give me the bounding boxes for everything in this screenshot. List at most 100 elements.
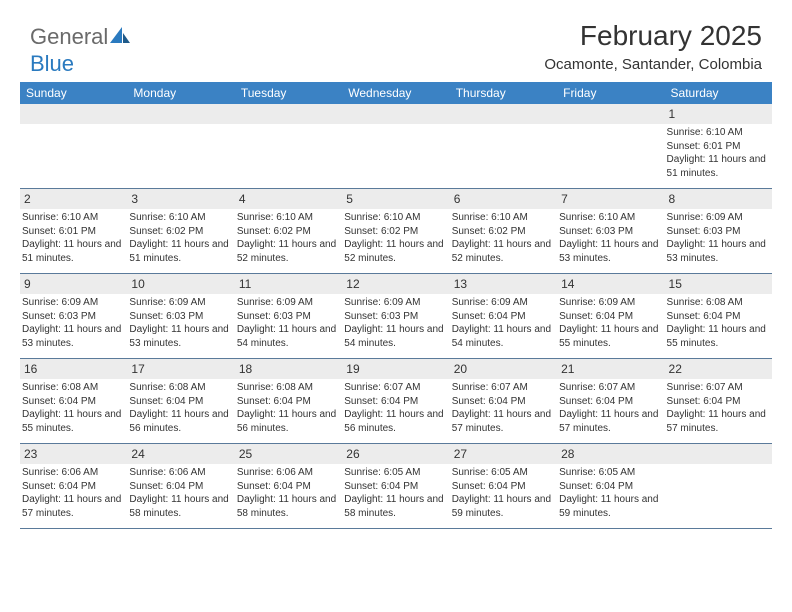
- daylight-text: Daylight: 11 hours and 57 minutes.: [559, 408, 660, 435]
- day-number: [557, 104, 664, 124]
- sunset-text: Sunset: 6:04 PM: [344, 395, 445, 409]
- sunrise-text: Sunrise: 6:05 AM: [559, 466, 660, 480]
- sunrise-text: Sunrise: 6:08 AM: [667, 296, 768, 310]
- sunset-text: Sunset: 6:04 PM: [344, 480, 445, 494]
- day-number: 18: [235, 359, 342, 379]
- month-title: February 2025: [544, 20, 762, 52]
- day-body: Sunrise: 6:09 AMSunset: 6:04 PMDaylight:…: [450, 294, 557, 356]
- day-cell: 8Sunrise: 6:09 AMSunset: 6:03 PMDaylight…: [665, 189, 772, 273]
- daylight-text: Daylight: 11 hours and 56 minutes.: [129, 408, 230, 435]
- sunset-text: Sunset: 6:01 PM: [667, 140, 768, 154]
- sunset-text: Sunset: 6:02 PM: [344, 225, 445, 239]
- day-body: Sunrise: 6:10 AMSunset: 6:01 PMDaylight:…: [20, 209, 127, 271]
- day-body: Sunrise: 6:09 AMSunset: 6:03 PMDaylight:…: [342, 294, 449, 356]
- day-cell: [127, 104, 234, 188]
- day-cell: 24Sunrise: 6:06 AMSunset: 6:04 PMDayligh…: [127, 444, 234, 528]
- day-cell: [342, 104, 449, 188]
- day-cell: [665, 444, 772, 528]
- week-row: 9Sunrise: 6:09 AMSunset: 6:03 PMDaylight…: [20, 274, 772, 359]
- day-cell: 7Sunrise: 6:10 AMSunset: 6:03 PMDaylight…: [557, 189, 664, 273]
- day-body: Sunrise: 6:08 AMSunset: 6:04 PMDaylight:…: [20, 379, 127, 441]
- day-number: 20: [450, 359, 557, 379]
- day-number: 26: [342, 444, 449, 464]
- day-number: 13: [450, 274, 557, 294]
- day-number: 2: [20, 189, 127, 209]
- day-body: Sunrise: 6:10 AMSunset: 6:03 PMDaylight:…: [557, 209, 664, 271]
- day-body: Sunrise: 6:10 AMSunset: 6:02 PMDaylight:…: [450, 209, 557, 271]
- day-number: [665, 444, 772, 464]
- calendar-grid: Sunday Monday Tuesday Wednesday Thursday…: [20, 82, 772, 529]
- daylight-text: Daylight: 11 hours and 56 minutes.: [344, 408, 445, 435]
- week-row: 1Sunrise: 6:10 AMSunset: 6:01 PMDaylight…: [20, 104, 772, 189]
- day-body: Sunrise: 6:10 AMSunset: 6:02 PMDaylight:…: [127, 209, 234, 271]
- day-body: Sunrise: 6:07 AMSunset: 6:04 PMDaylight:…: [665, 379, 772, 441]
- day-body: Sunrise: 6:05 AMSunset: 6:04 PMDaylight:…: [557, 464, 664, 526]
- sunrise-text: Sunrise: 6:05 AM: [452, 466, 553, 480]
- daylight-text: Daylight: 11 hours and 59 minutes.: [559, 493, 660, 520]
- sunset-text: Sunset: 6:02 PM: [237, 225, 338, 239]
- day-cell: 25Sunrise: 6:06 AMSunset: 6:04 PMDayligh…: [235, 444, 342, 528]
- daylight-text: Daylight: 11 hours and 54 minutes.: [344, 323, 445, 350]
- day-body: [665, 464, 772, 472]
- daylight-text: Daylight: 11 hours and 58 minutes.: [237, 493, 338, 520]
- logo-sail-icon: [110, 25, 130, 51]
- day-cell: 5Sunrise: 6:10 AMSunset: 6:02 PMDaylight…: [342, 189, 449, 273]
- day-body: Sunrise: 6:08 AMSunset: 6:04 PMDaylight:…: [235, 379, 342, 441]
- day-cell: 21Sunrise: 6:07 AMSunset: 6:04 PMDayligh…: [557, 359, 664, 443]
- day-body: Sunrise: 6:08 AMSunset: 6:04 PMDaylight:…: [665, 294, 772, 356]
- sunset-text: Sunset: 6:03 PM: [559, 225, 660, 239]
- day-number: 25: [235, 444, 342, 464]
- day-cell: 14Sunrise: 6:09 AMSunset: 6:04 PMDayligh…: [557, 274, 664, 358]
- weekday-header: Sunday: [20, 82, 127, 104]
- day-body: [450, 124, 557, 132]
- day-cell: 9Sunrise: 6:09 AMSunset: 6:03 PMDaylight…: [20, 274, 127, 358]
- sunrise-text: Sunrise: 6:08 AM: [237, 381, 338, 395]
- sunset-text: Sunset: 6:04 PM: [22, 395, 123, 409]
- day-cell: 4Sunrise: 6:10 AMSunset: 6:02 PMDaylight…: [235, 189, 342, 273]
- day-cell: 13Sunrise: 6:09 AMSunset: 6:04 PMDayligh…: [450, 274, 557, 358]
- week-row: 2Sunrise: 6:10 AMSunset: 6:01 PMDaylight…: [20, 189, 772, 274]
- day-body: Sunrise: 6:09 AMSunset: 6:04 PMDaylight:…: [557, 294, 664, 356]
- day-body: Sunrise: 6:09 AMSunset: 6:03 PMDaylight:…: [20, 294, 127, 356]
- daylight-text: Daylight: 11 hours and 55 minutes.: [559, 323, 660, 350]
- day-number: [235, 104, 342, 124]
- day-cell: 20Sunrise: 6:07 AMSunset: 6:04 PMDayligh…: [450, 359, 557, 443]
- sunset-text: Sunset: 6:03 PM: [22, 310, 123, 324]
- day-body: [557, 124, 664, 132]
- sunset-text: Sunset: 6:04 PM: [667, 395, 768, 409]
- day-number: [342, 104, 449, 124]
- daylight-text: Daylight: 11 hours and 52 minutes.: [452, 238, 553, 265]
- day-body: [235, 124, 342, 132]
- daylight-text: Daylight: 11 hours and 54 minutes.: [237, 323, 338, 350]
- day-cell: [20, 104, 127, 188]
- sunset-text: Sunset: 6:04 PM: [559, 310, 660, 324]
- day-cell: 10Sunrise: 6:09 AMSunset: 6:03 PMDayligh…: [127, 274, 234, 358]
- day-number: [127, 104, 234, 124]
- sunrise-text: Sunrise: 6:09 AM: [22, 296, 123, 310]
- day-cell: 19Sunrise: 6:07 AMSunset: 6:04 PMDayligh…: [342, 359, 449, 443]
- day-body: Sunrise: 6:09 AMSunset: 6:03 PMDaylight:…: [235, 294, 342, 356]
- day-body: Sunrise: 6:09 AMSunset: 6:03 PMDaylight:…: [127, 294, 234, 356]
- daylight-text: Daylight: 11 hours and 51 minutes.: [667, 153, 768, 180]
- sunset-text: Sunset: 6:04 PM: [22, 480, 123, 494]
- sunrise-text: Sunrise: 6:09 AM: [667, 211, 768, 225]
- sunset-text: Sunset: 6:04 PM: [452, 395, 553, 409]
- sunrise-text: Sunrise: 6:09 AM: [237, 296, 338, 310]
- sunset-text: Sunset: 6:04 PM: [237, 395, 338, 409]
- sunset-text: Sunset: 6:04 PM: [452, 480, 553, 494]
- daylight-text: Daylight: 11 hours and 53 minutes.: [667, 238, 768, 265]
- weekday-header: Monday: [127, 82, 234, 104]
- day-cell: 26Sunrise: 6:05 AMSunset: 6:04 PMDayligh…: [342, 444, 449, 528]
- day-body: Sunrise: 6:06 AMSunset: 6:04 PMDaylight:…: [127, 464, 234, 526]
- sunset-text: Sunset: 6:04 PM: [129, 395, 230, 409]
- day-number: 28: [557, 444, 664, 464]
- daylight-text: Daylight: 11 hours and 52 minutes.: [344, 238, 445, 265]
- daylight-text: Daylight: 11 hours and 54 minutes.: [452, 323, 553, 350]
- sunrise-text: Sunrise: 6:10 AM: [22, 211, 123, 225]
- sunrise-text: Sunrise: 6:07 AM: [344, 381, 445, 395]
- day-number: 5: [342, 189, 449, 209]
- day-cell: [450, 104, 557, 188]
- weekday-header: Saturday: [665, 82, 772, 104]
- day-number: 22: [665, 359, 772, 379]
- sunrise-text: Sunrise: 6:07 AM: [452, 381, 553, 395]
